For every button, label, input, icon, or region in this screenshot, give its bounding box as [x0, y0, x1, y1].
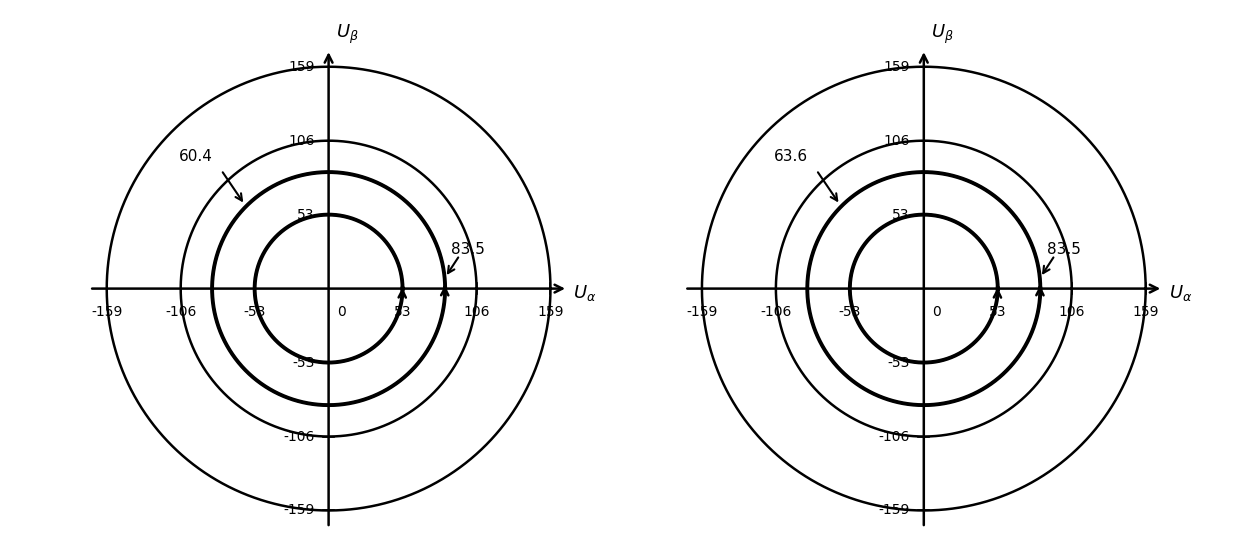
Text: 159: 159: [537, 305, 564, 319]
Text: -53: -53: [888, 356, 910, 370]
Text: 53: 53: [990, 305, 1007, 319]
Text: -106: -106: [878, 430, 910, 443]
Text: 53: 53: [394, 305, 412, 319]
Text: 159: 159: [288, 60, 315, 74]
Text: 83.5: 83.5: [451, 242, 485, 257]
Text: 0: 0: [337, 305, 346, 319]
Text: 106: 106: [464, 305, 490, 319]
Text: $U_{\beta}$: $U_{\beta}$: [931, 23, 954, 47]
Text: 60.4: 60.4: [179, 149, 213, 164]
Text: -53: -53: [293, 356, 315, 370]
Text: -159: -159: [91, 305, 123, 319]
Text: 53: 53: [298, 208, 315, 221]
Text: -106: -106: [760, 305, 791, 319]
Text: -159: -159: [283, 503, 315, 517]
Text: -53: -53: [838, 305, 861, 319]
Text: 63.6: 63.6: [774, 149, 808, 164]
Text: 159: 159: [1132, 305, 1159, 319]
Text: 83.5: 83.5: [1047, 242, 1080, 257]
Text: 0: 0: [932, 305, 941, 319]
Text: 53: 53: [893, 208, 910, 221]
Text: $U_{\alpha}$: $U_{\alpha}$: [573, 283, 596, 303]
Text: -159: -159: [878, 503, 910, 517]
Text: 106: 106: [1059, 305, 1085, 319]
Text: 159: 159: [883, 60, 910, 74]
Text: 106: 106: [288, 134, 315, 148]
Text: -159: -159: [686, 305, 718, 319]
Text: $U_{\beta}$: $U_{\beta}$: [336, 23, 358, 47]
Text: -106: -106: [165, 305, 196, 319]
Text: -53: -53: [243, 305, 265, 319]
Text: $U_{\alpha}$: $U_{\alpha}$: [1168, 283, 1192, 303]
Text: 106: 106: [883, 134, 910, 148]
Text: -106: -106: [283, 430, 315, 443]
